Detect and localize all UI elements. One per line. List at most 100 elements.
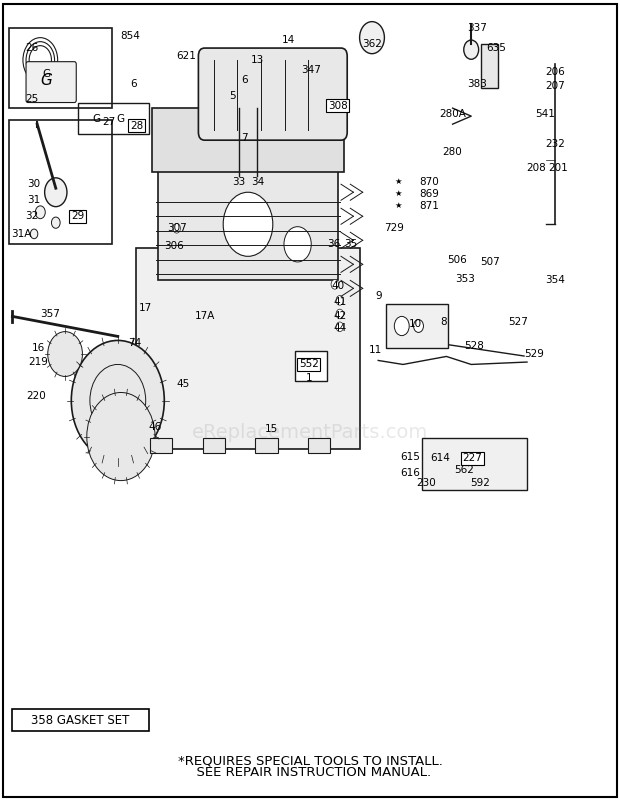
Text: 383: 383 <box>467 79 487 89</box>
Circle shape <box>48 332 82 376</box>
Text: 32: 32 <box>25 211 39 221</box>
Bar <box>308 438 330 453</box>
Text: 337: 337 <box>467 23 487 33</box>
Text: SEE REPAIR INSTRUCTION MANUAL.: SEE REPAIR INSTRUCTION MANUAL. <box>188 766 432 779</box>
Text: 35: 35 <box>343 239 357 249</box>
Bar <box>9 28 112 108</box>
Text: G: G <box>117 114 125 123</box>
Circle shape <box>223 192 273 256</box>
Text: 207: 207 <box>545 81 565 91</box>
Circle shape <box>45 178 67 207</box>
Text: 358 GASKET SET: 358 GASKET SET <box>32 714 130 727</box>
Text: 15: 15 <box>265 424 278 433</box>
Text: 8: 8 <box>440 317 446 327</box>
Text: 31A: 31A <box>12 229 32 239</box>
Bar <box>78 103 149 134</box>
Text: 5: 5 <box>229 91 236 101</box>
Text: 6: 6 <box>242 75 248 85</box>
Text: 25: 25 <box>25 95 39 104</box>
Circle shape <box>394 316 409 336</box>
Text: 615: 615 <box>401 452 420 461</box>
Text: 74: 74 <box>128 338 142 348</box>
Text: *REQUIRES SPECIAL TOOLS TO INSTALL.: *REQUIRES SPECIAL TOOLS TO INSTALL. <box>177 755 443 767</box>
Circle shape <box>336 309 343 319</box>
Text: G: G <box>92 114 100 123</box>
Text: 529: 529 <box>525 349 544 359</box>
Text: 45: 45 <box>176 380 190 389</box>
Text: 307: 307 <box>167 223 187 233</box>
Circle shape <box>51 217 60 228</box>
Circle shape <box>30 229 38 239</box>
Text: 362: 362 <box>362 39 382 49</box>
Circle shape <box>35 206 45 219</box>
Text: 16: 16 <box>32 344 45 353</box>
Text: 541: 541 <box>536 109 556 119</box>
Text: 26: 26 <box>25 43 39 53</box>
Text: 14: 14 <box>281 35 295 45</box>
Text: 507: 507 <box>480 257 500 267</box>
Text: G: G <box>42 70 51 79</box>
Text: 6: 6 <box>130 79 136 89</box>
Circle shape <box>336 322 343 332</box>
Text: 201: 201 <box>548 163 568 173</box>
Text: 506: 506 <box>448 256 467 265</box>
Text: 208: 208 <box>526 163 546 173</box>
Text: 220: 220 <box>26 392 46 401</box>
Text: 13: 13 <box>250 55 264 65</box>
Text: 36: 36 <box>327 239 340 249</box>
Text: 616: 616 <box>401 468 420 477</box>
Text: 308: 308 <box>328 101 348 111</box>
Text: 30: 30 <box>27 179 41 189</box>
Text: 29: 29 <box>71 211 84 221</box>
Text: 27: 27 <box>102 117 115 127</box>
Text: 7: 7 <box>242 133 248 143</box>
Text: 31: 31 <box>27 195 41 205</box>
Text: ★: ★ <box>395 177 402 187</box>
Text: 42: 42 <box>333 312 347 321</box>
Bar <box>158 168 338 280</box>
Circle shape <box>284 227 311 262</box>
Circle shape <box>336 296 343 305</box>
Text: ★: ★ <box>395 201 402 211</box>
FancyBboxPatch shape <box>198 48 347 140</box>
Text: G: G <box>40 73 53 87</box>
Bar <box>152 108 344 172</box>
Bar <box>294 351 327 381</box>
Text: 34: 34 <box>250 177 264 187</box>
Circle shape <box>173 223 180 233</box>
Text: 635: 635 <box>486 43 506 53</box>
Text: 227: 227 <box>463 453 482 463</box>
Circle shape <box>71 340 164 461</box>
Text: 17: 17 <box>139 304 153 313</box>
Text: 41: 41 <box>333 297 347 307</box>
Text: 40: 40 <box>331 281 345 291</box>
Text: 854: 854 <box>120 31 140 41</box>
Text: 306: 306 <box>164 241 184 251</box>
Text: 354: 354 <box>545 276 565 285</box>
Text: 230: 230 <box>417 478 436 488</box>
Text: 9: 9 <box>375 292 381 301</box>
Text: 280A: 280A <box>439 109 466 119</box>
Text: 33: 33 <box>232 177 246 187</box>
FancyBboxPatch shape <box>26 62 76 103</box>
Text: 729: 729 <box>384 223 404 233</box>
Bar <box>480 44 498 88</box>
Text: 280: 280 <box>443 147 463 157</box>
Text: 621: 621 <box>176 51 196 61</box>
Bar <box>150 438 172 453</box>
Circle shape <box>414 320 423 332</box>
Bar <box>12 709 149 731</box>
Text: 528: 528 <box>464 341 484 351</box>
Bar <box>422 438 527 490</box>
Text: 28: 28 <box>130 121 143 131</box>
Text: 614: 614 <box>430 453 450 463</box>
Text: 353: 353 <box>455 274 475 284</box>
Ellipse shape <box>360 22 384 54</box>
Text: 17A: 17A <box>195 312 215 321</box>
Text: 592: 592 <box>471 478 490 488</box>
Text: 10: 10 <box>409 319 422 328</box>
Circle shape <box>464 40 479 59</box>
Bar <box>136 248 360 449</box>
Bar <box>386 304 448 348</box>
Circle shape <box>331 280 339 289</box>
